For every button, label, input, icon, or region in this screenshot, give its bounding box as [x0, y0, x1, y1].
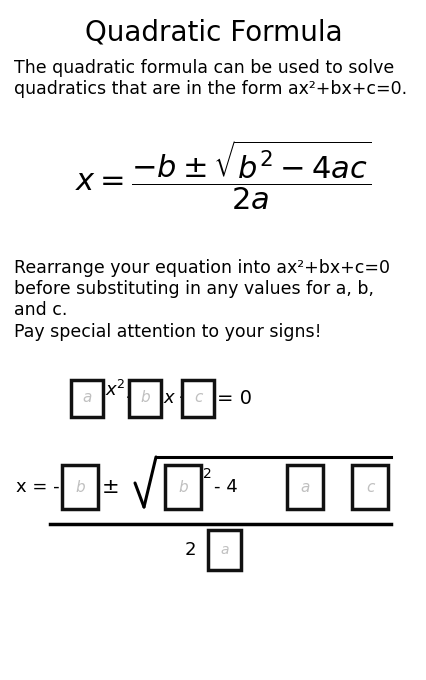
Bar — [181, 379, 213, 416]
Bar — [208, 530, 241, 570]
Text: before substituting in any values for a, b,: before substituting in any values for a,… — [14, 280, 373, 298]
Text: a: a — [299, 479, 309, 494]
Bar — [71, 379, 103, 416]
Text: = 0: = 0 — [216, 388, 251, 407]
Text: Pay special attention to your signs!: Pay special attention to your signs! — [14, 323, 321, 341]
Text: 2: 2 — [184, 541, 196, 559]
Text: b: b — [140, 390, 150, 405]
Text: $x^2$: $x^2$ — [105, 380, 125, 400]
Text: a: a — [82, 390, 92, 405]
Bar — [286, 465, 322, 509]
Text: $x = \dfrac{-b \pm \sqrt{b^2 - 4ac}}{2a}$: $x = \dfrac{-b \pm \sqrt{b^2 - 4ac}}{2a}… — [75, 138, 371, 211]
Text: c: c — [365, 479, 373, 494]
Text: - 4: - 4 — [213, 478, 237, 496]
Bar — [62, 465, 98, 509]
Bar — [351, 465, 387, 509]
Text: ±: ± — [102, 477, 119, 497]
Text: $x$: $x$ — [163, 389, 176, 407]
Text: Quadratic Formula: Quadratic Formula — [84, 18, 342, 46]
Text: b: b — [75, 479, 85, 494]
Bar — [129, 379, 161, 416]
Text: Rearrange your equation into ax²+bx+c=0: Rearrange your equation into ax²+bx+c=0 — [14, 259, 389, 277]
Text: b: b — [178, 479, 187, 494]
Text: a: a — [220, 543, 229, 557]
Text: The quadratic formula can be used to solve: The quadratic formula can be used to sol… — [14, 59, 393, 77]
Text: x = -: x = - — [16, 478, 60, 496]
Text: c: c — [193, 390, 202, 405]
Text: quadratics that are in the form ax²+bx+c=0.: quadratics that are in the form ax²+bx+c… — [14, 80, 406, 98]
Text: 2: 2 — [202, 467, 211, 481]
Text: and c.: and c. — [14, 301, 67, 319]
Bar — [164, 465, 201, 509]
Text: +: + — [125, 388, 142, 408]
Text: +: + — [178, 388, 195, 408]
